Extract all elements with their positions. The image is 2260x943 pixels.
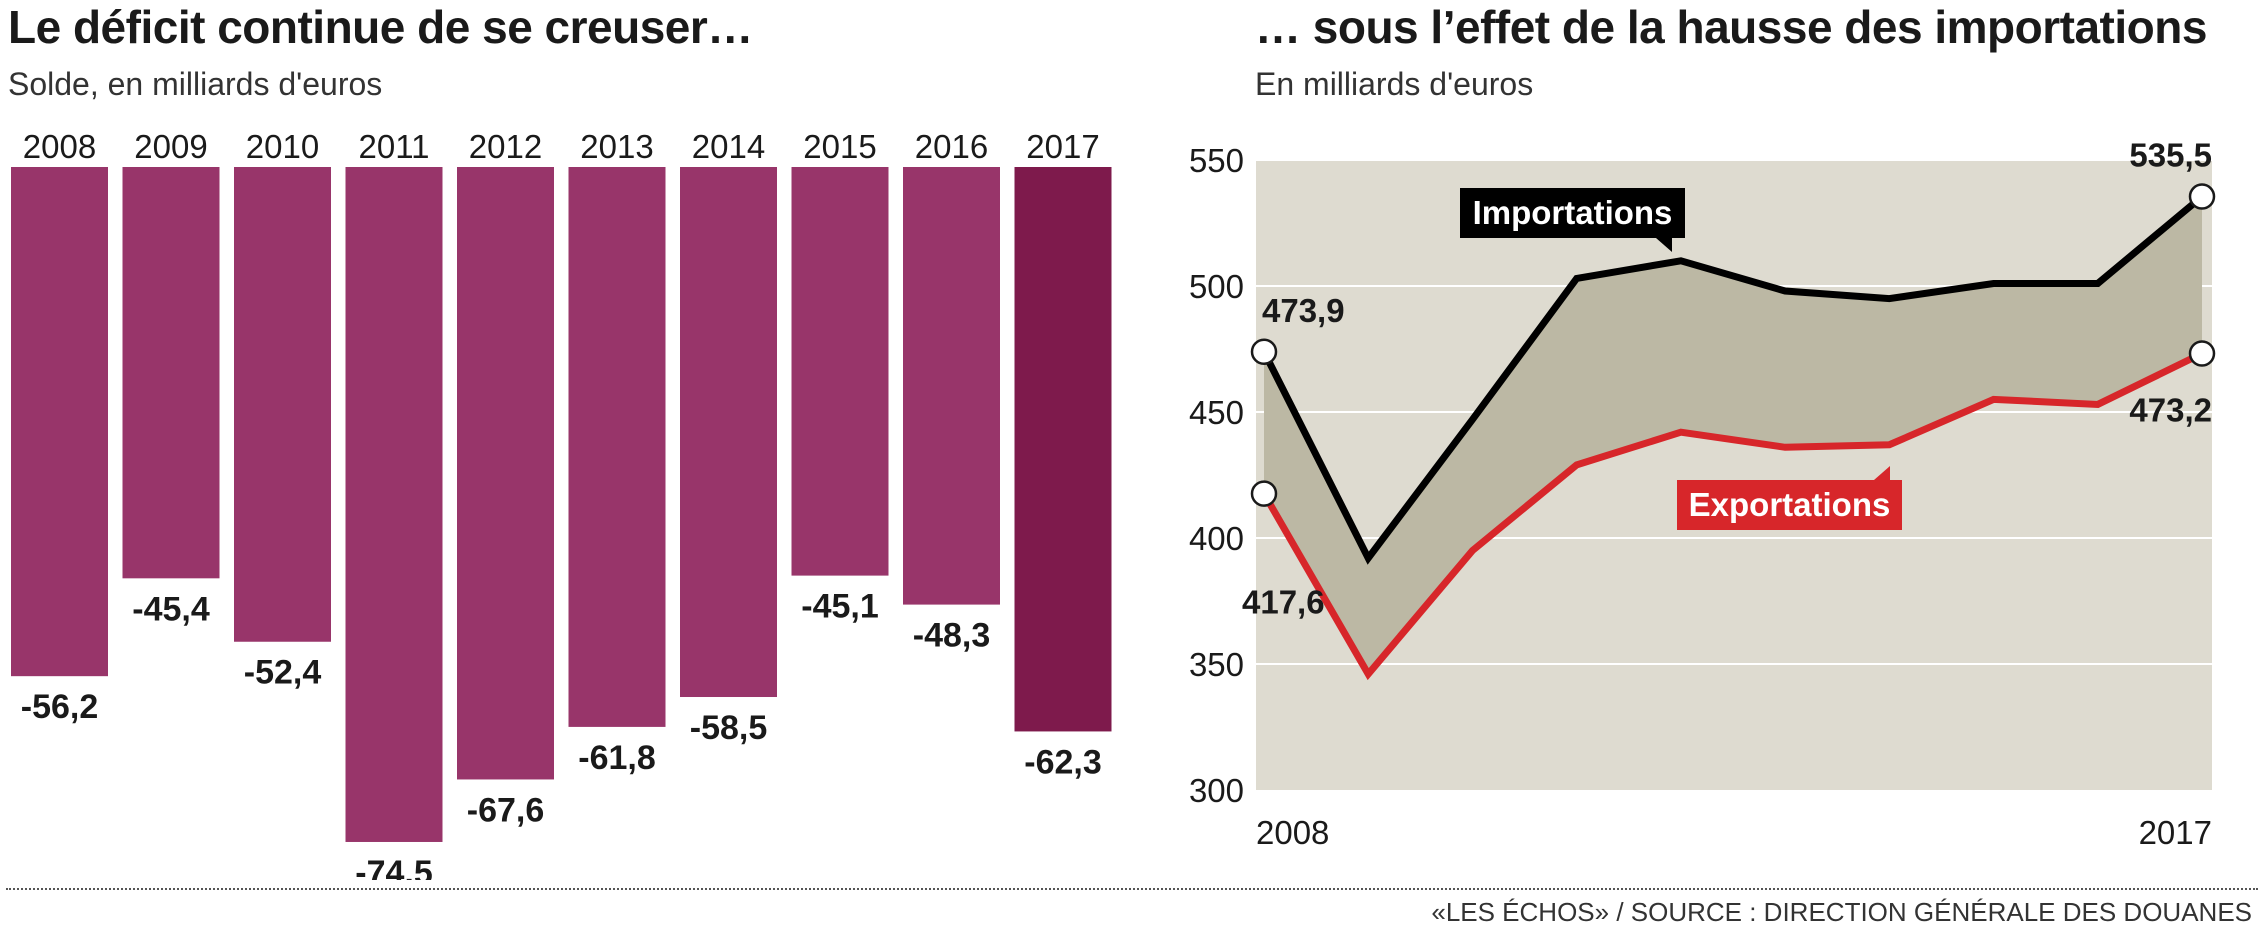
deficit-bar-2010: [234, 167, 331, 642]
right-chart-subtitle: En milliards d'euros: [1255, 66, 1534, 102]
left-chart-title: Le déficit continue de se creuser…: [8, 1, 753, 53]
year-label-2013: 2013: [580, 128, 653, 165]
deficit-value-label-2016: -48,3: [913, 617, 991, 655]
left-chart-subtitle: Solde, en milliards d'euros: [8, 66, 383, 102]
endpoint-marker-exportations-2008: [1250, 480, 1278, 507]
deficit-value-label-2011: -74,5: [355, 854, 433, 880]
year-label-2009: 2009: [134, 128, 207, 165]
year-label-2014: 2014: [692, 128, 765, 165]
y-tick-label-400: 400: [1189, 520, 1244, 557]
y-tick-label-500: 500: [1189, 268, 1244, 305]
deficit-value-label-2009: -45,4: [132, 590, 210, 628]
year-label-2011: 2011: [359, 128, 430, 165]
deficit-value-label-2012: -67,6: [467, 791, 545, 829]
annotation-importations-2017: 535,5: [2129, 137, 2212, 174]
deficit-bar-2008: [11, 167, 108, 677]
series-line-importations: [1260, 193, 2205, 565]
y-tick-label-550: 550: [1189, 142, 1244, 179]
series-label-box-exportations: [1677, 480, 1902, 530]
deficit-bar-2013: [568, 167, 666, 727]
series-label-importations: Importations: [1473, 194, 1673, 231]
year-label-2010: 2010: [246, 128, 319, 165]
source-credit: «LES ÉCHOS» / SOURCE : DIRECTION GÉNÉRAL…: [1431, 897, 2252, 927]
right-chart-title: … sous l’effet de la hausse des importat…: [1255, 1, 2207, 53]
endpoint-marker-importations-2017: [2188, 183, 2216, 210]
deficit-bar-2016: [903, 167, 1000, 605]
deficit-bar-2017: [1014, 167, 1112, 732]
plot-background: [1256, 160, 2212, 790]
annotation-importations-2008: 473,9: [1262, 292, 1345, 329]
deficit-value-label-2008: -56,2: [21, 688, 99, 726]
series-line-exportations: [1260, 350, 2204, 681]
year-label-2012: 2012: [469, 128, 542, 165]
trade-line-chart: 300 350 400 450 500 550 473,9 535,5 417,6 473,2 Im…: [1189, 137, 2216, 851]
year-label-2008: 2008: [23, 128, 96, 165]
deficit-value-label-2013: -61,8: [578, 739, 656, 777]
series-label-box-importations: [1460, 188, 1685, 238]
endpoint-marker-importations-2008: [1250, 338, 1278, 366]
deficit-bar-2009: [122, 167, 220, 579]
deficit-value-label-2017: -62,3: [1024, 743, 1102, 781]
series-label-exportations: Exportations: [1689, 486, 1891, 523]
deficit-value-label-2014: -58,5: [690, 709, 768, 747]
y-tick-label-300: 300: [1189, 772, 1244, 809]
year-label-2015: 2015: [803, 128, 876, 165]
year-label-2017: 2017: [1026, 128, 1099, 165]
endpoint-marker-exportations-2017: [2188, 340, 2216, 367]
annotation-exportations-2017: 473,2: [2129, 392, 2212, 429]
series-label-pointer-exportations: [1874, 466, 1890, 480]
y-tick-label-450: 450: [1189, 394, 1244, 431]
x-tick-label-last: 2017: [2139, 814, 2212, 851]
y-tick-label-350: 350: [1189, 646, 1244, 683]
deficit-bar-2014: [680, 167, 777, 698]
series-label-pointer-importations: [1656, 238, 1672, 252]
deficit-value-label-2015: -45,1: [801, 588, 879, 626]
deficit-value-label-2010: -52,4: [244, 654, 322, 692]
year-label-2016: 2016: [915, 128, 988, 165]
annotation-exportations-2008: 417,6: [1242, 584, 1325, 621]
deficit-bar-2011: [345, 167, 443, 842]
deficit-bar-2012: [457, 167, 554, 780]
deficit-bar-chart: 2008 -56,2 2009 -45,4 2010 -52,4 2011 -74,5 2012…: [11, 128, 1112, 880]
deficit-bar-2015: [791, 167, 889, 576]
x-tick-label-first: 2008: [1256, 814, 1329, 851]
footer-divider: [6, 888, 2258, 890]
trade-gap-area: [1264, 196, 2202, 675]
